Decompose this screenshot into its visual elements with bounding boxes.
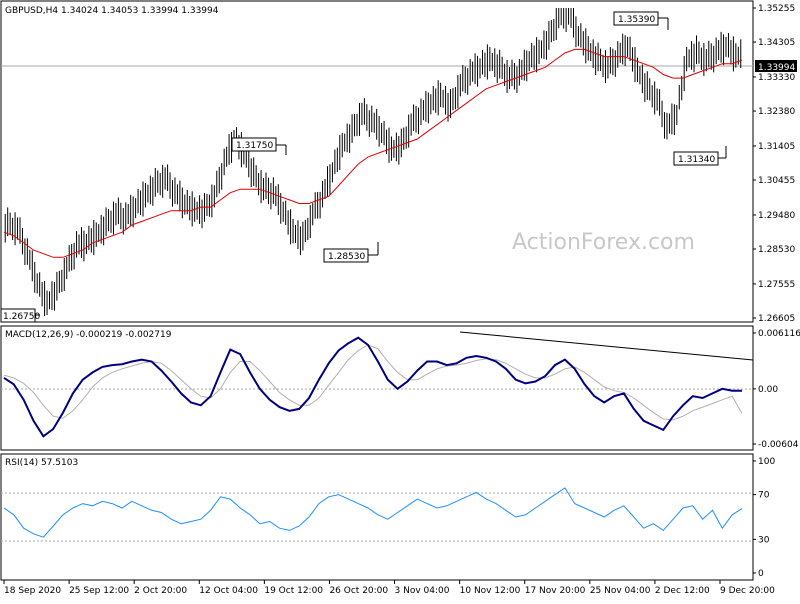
rsi-line bbox=[3, 487, 743, 538]
x-tick-label: 3 Nov 04:00 bbox=[395, 586, 450, 596]
callout-sep-low: 1.26750 bbox=[0, 308, 40, 323]
main-y-tick-label: 1.26605 bbox=[758, 314, 795, 324]
x-tick-label: 2 Oct 20:00 bbox=[134, 586, 187, 596]
callout-oct-high: 1.31750 bbox=[231, 137, 287, 155]
x-tick-label: 12 Oct 04:00 bbox=[199, 586, 258, 596]
macd-y-tick-label: 0.00 bbox=[758, 385, 778, 395]
rsi-y-ticks: 100 70 30 0 bbox=[753, 457, 775, 579]
x-ticks: 18 Sep 2020 25 Sep 12:00 2 Oct 20:00 12 Oct… bbox=[3, 580, 775, 596]
x-tick-label: 9 Dec 20:00 bbox=[720, 586, 775, 596]
main-y-tick-label: 1.27555 bbox=[758, 280, 795, 290]
current-price-text: 1.33994 bbox=[758, 63, 795, 73]
macd-trendline bbox=[459, 331, 754, 361]
macd-panel-frame bbox=[0, 325, 754, 451]
main-y-tick-label: 1.33330 bbox=[758, 73, 795, 83]
macd-y-ticks: 0.006116 0.00 -0.00604 bbox=[753, 329, 800, 450]
callout-nov-low: 1.28530 bbox=[323, 242, 379, 263]
main-y-tick-label: 1.30455 bbox=[758, 176, 795, 186]
callout-oct-high-label: 1.31750 bbox=[236, 141, 273, 151]
main-y-tick-label: 1.35255 bbox=[758, 4, 795, 14]
price-bars bbox=[4, 8, 742, 317]
callout-nov-low-label: 1.28530 bbox=[328, 252, 365, 262]
rsi-y-tick-label: 0 bbox=[758, 569, 764, 579]
macd-line bbox=[3, 336, 742, 438]
main-y-tick-label: 1.29480 bbox=[758, 211, 795, 221]
watermark: ActionForex.com bbox=[512, 230, 695, 255]
callout-high-label: 1.35390 bbox=[618, 15, 655, 25]
moving-average-line bbox=[3, 48, 743, 258]
macd-signal-line bbox=[3, 344, 743, 421]
current-price-tag bbox=[755, 60, 797, 72]
main-y-ticks: 1.35255 1.34305 1.33330 1.32380 1.31405 1.304… bbox=[753, 4, 795, 324]
x-tick-label: 10 Nov 12:00 bbox=[460, 586, 521, 596]
callout-high: 1.35390 bbox=[613, 11, 669, 30]
rsi-y-tick-label: 70 bbox=[758, 491, 770, 501]
callout-dec-low: 1.31340 bbox=[673, 146, 727, 166]
main-y-tick-label: 1.28530 bbox=[758, 245, 795, 255]
main-y-tick-label: 1.31405 bbox=[758, 142, 795, 152]
x-tick-label: 18 Sep 2020 bbox=[4, 586, 61, 596]
callout-sep-low-label: 1.26750 bbox=[3, 312, 40, 322]
rsi-y-tick-label: 30 bbox=[758, 535, 770, 545]
macd-panel-header: MACD(12,26,9) -0.000219 -0.002719 bbox=[5, 330, 172, 340]
x-tick-label: 25 Nov 04:00 bbox=[590, 586, 651, 596]
macd-y-tick-label: -0.00604 bbox=[758, 440, 799, 450]
x-tick-label: 19 Oct 12:00 bbox=[264, 586, 323, 596]
main-y-tick-label: 1.32380 bbox=[758, 107, 795, 117]
x-tick-label: 25 Sep 12:00 bbox=[69, 586, 129, 596]
main-panel-header: GBPUSD,H4 1.34024 1.34053 1.33994 1.3399… bbox=[5, 6, 219, 16]
main-y-tick-label: 1.34305 bbox=[758, 38, 795, 48]
main-panel-frame bbox=[0, 0, 754, 323]
x-tick-label: 2 Dec 12:00 bbox=[655, 586, 710, 596]
rsi-panel-frame bbox=[0, 453, 754, 581]
x-tick-label: 17 Nov 20:00 bbox=[525, 586, 586, 596]
macd-y-tick-label: 0.006116 bbox=[758, 329, 800, 339]
rsi-panel-header: RSI(14) 57.5103 bbox=[5, 458, 78, 468]
rsi-y-tick-label: 100 bbox=[758, 457, 775, 467]
callout-dec-low-label: 1.31340 bbox=[678, 155, 715, 165]
x-tick-label: 26 Oct 20:00 bbox=[329, 586, 388, 596]
